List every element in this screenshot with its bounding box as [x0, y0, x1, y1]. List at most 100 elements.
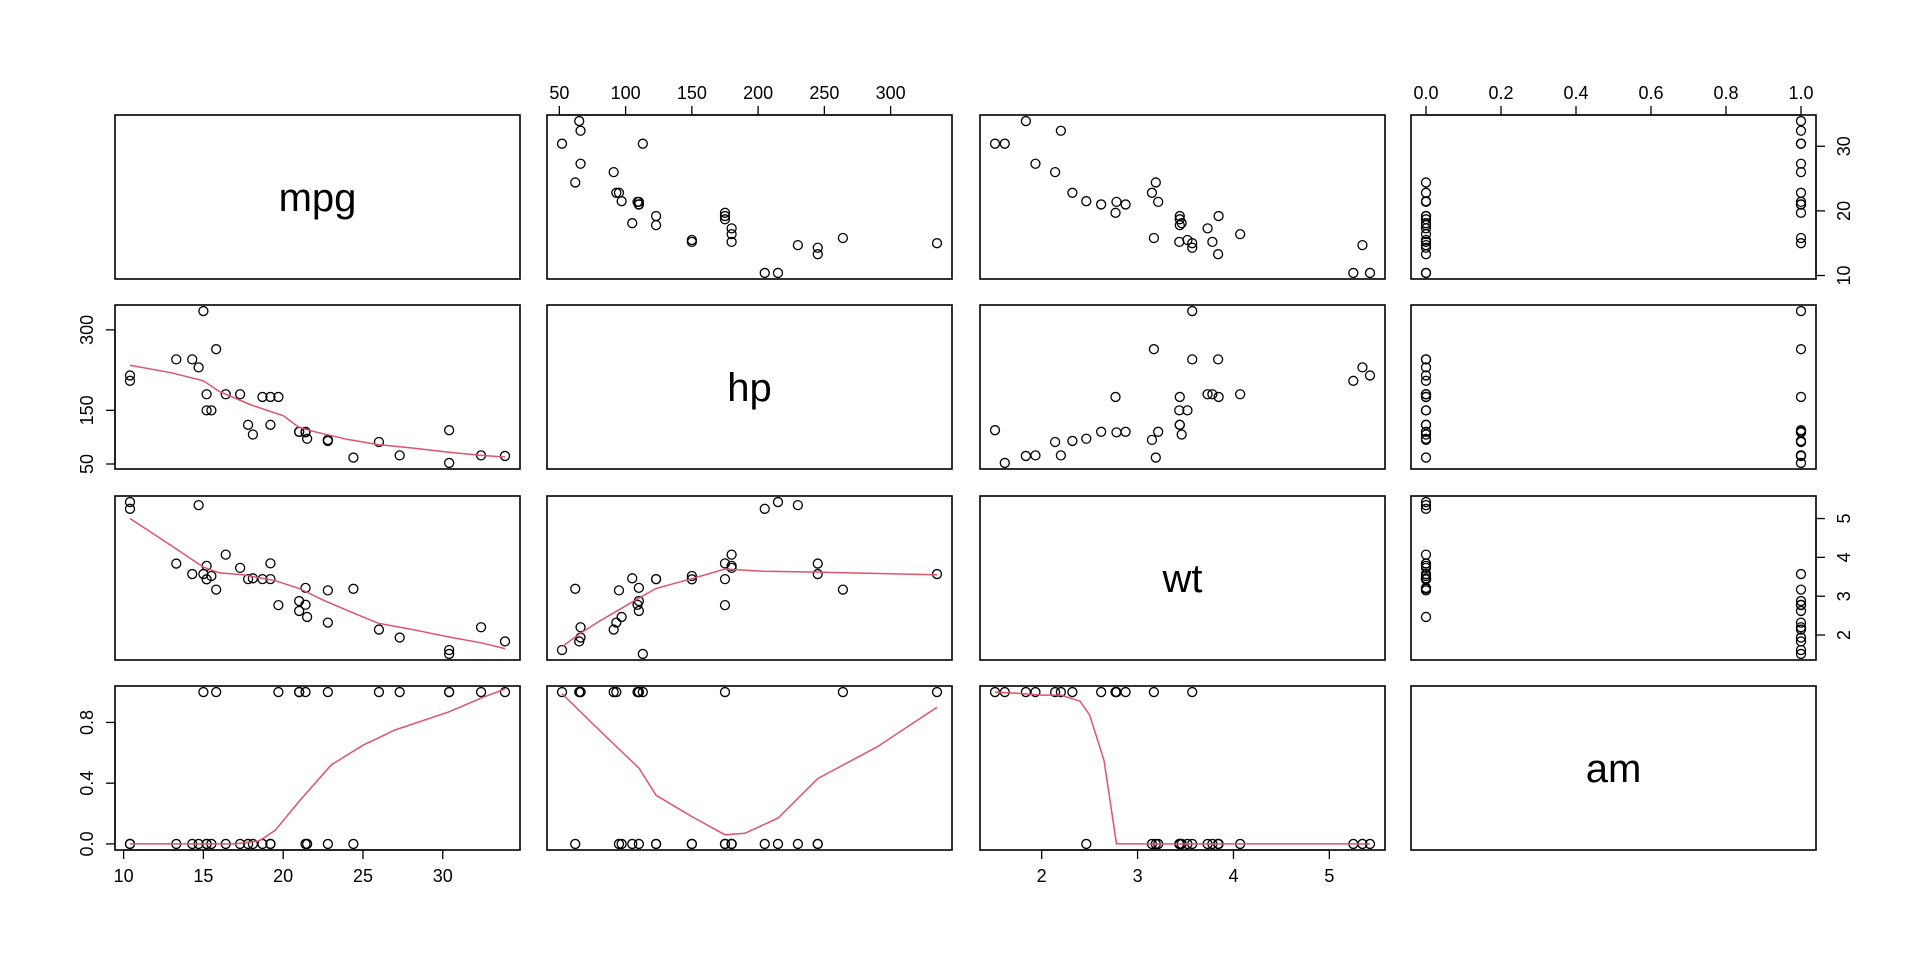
- point-hp-vs-wt: [1081, 433, 1092, 444]
- point-hp-vs-mpg: [234, 389, 246, 400]
- point-mpg-vs-wt: [1187, 242, 1198, 253]
- point-mpg-vs-hp: [726, 229, 737, 240]
- right-axis-wt-tick-label: 4: [1834, 552, 1854, 562]
- point-wt-vs-mpg: [475, 622, 487, 633]
- point-am-vs-mpg: [198, 686, 209, 698]
- point-hp-vs-wt: [1187, 354, 1198, 365]
- point-hp-vs-mpg: [201, 405, 212, 416]
- point-am-vs-hp: [931, 686, 943, 698]
- point-wt-vs-hp: [632, 599, 643, 610]
- point-hp-vs-wt: [1357, 362, 1368, 373]
- point-wt-vs-hp: [608, 624, 619, 635]
- top-axis-am-tick-label: 1.0: [1788, 83, 1813, 103]
- bottom-axis-mpg-tick-label: 25: [353, 866, 373, 886]
- panel-wt-mpg: [114, 495, 521, 661]
- point-mpg-vs-hp: [616, 196, 627, 207]
- smoother-am-vs-mpg: [130, 688, 506, 845]
- panel-wt-am: [1410, 495, 1817, 661]
- point-hp-vs-am: [1420, 419, 1432, 430]
- point-wt-vs-am: [1420, 503, 1432, 514]
- point-hp-vs-mpg: [273, 391, 284, 403]
- diagonal-label-am: am: [1586, 747, 1642, 791]
- point-hp-vs-wt: [1202, 389, 1213, 400]
- point-am-vs-mpg: [247, 838, 259, 850]
- left-axis-hp-tick-label: 150: [77, 395, 97, 425]
- point-am-vs-mpg: [301, 838, 313, 850]
- point-hp-vs-wt: [1174, 405, 1185, 416]
- point-wt-vs-hp: [719, 599, 731, 611]
- point-wt-vs-mpg: [220, 549, 231, 560]
- point-hp-vs-am: [1420, 362, 1432, 373]
- point-wt-vs-am: [1795, 568, 1807, 580]
- point-mpg-vs-am: [1795, 158, 1807, 169]
- panel-mpg-mpg: [114, 114, 521, 280]
- point-hp-vs-am: [1420, 452, 1432, 463]
- point-wt-vs-mpg: [211, 584, 222, 595]
- point-wt-vs-mpg: [198, 568, 209, 580]
- point-mpg-vs-wt: [1146, 187, 1158, 198]
- point-am-vs-hp: [686, 838, 698, 850]
- point-hp-vs-mpg: [193, 362, 204, 373]
- point-mpg-vs-wt: [1348, 267, 1359, 279]
- point-hp-vs-wt: [1111, 427, 1122, 438]
- point-hp-vs-mpg: [201, 389, 212, 400]
- point-am-vs-mpg: [348, 838, 359, 850]
- point-mpg-vs-am: [1420, 187, 1432, 198]
- left-axis-hp-tick-label: 50: [77, 454, 97, 474]
- point-mpg-vs-hp: [792, 239, 804, 251]
- point-am-vs-hp: [726, 838, 737, 850]
- smoother-lines: [129, 364, 1370, 845]
- point-wt-vs-am: [1420, 558, 1432, 569]
- point-hp-vs-mpg: [247, 429, 259, 440]
- point-mpg-vs-hp: [686, 236, 698, 248]
- point-wt-vs-hp: [627, 573, 638, 584]
- point-mpg-vs-am: [1795, 115, 1807, 127]
- point-wt-vs-mpg: [443, 644, 455, 656]
- point-wt-vs-am: [1795, 617, 1807, 628]
- point-am-vs-mpg: [443, 686, 455, 698]
- point-wt-vs-am: [1420, 611, 1432, 623]
- point-mpg-vs-wt: [1148, 232, 1160, 244]
- point-hp-vs-am: [1795, 457, 1807, 469]
- point-mpg-vs-hp: [570, 177, 581, 188]
- point-hp-vs-wt: [1049, 436, 1061, 448]
- point-hp-vs-mpg: [348, 452, 359, 463]
- panel-frames: [114, 114, 1817, 851]
- point-wt-vs-hp: [570, 583, 581, 594]
- point-hp-vs-mpg: [394, 450, 405, 461]
- point-mpg-vs-hp: [611, 187, 622, 198]
- top-axis-am-tick-label: 0.0: [1413, 83, 1438, 103]
- point-wt-vs-am: [1795, 605, 1807, 617]
- panel-hp-wt: [979, 304, 1386, 470]
- point-wt-vs-mpg: [201, 574, 212, 585]
- point-am-vs-mpg: [373, 686, 385, 698]
- point-wt-vs-mpg: [394, 632, 405, 643]
- point-wt-vs-hp: [613, 585, 625, 596]
- point-hp-vs-wt: [1146, 434, 1158, 446]
- panel-wt-wt: [979, 495, 1386, 661]
- point-mpg-vs-hp: [931, 238, 943, 249]
- bottom-axis-wt-tick-label: 4: [1228, 866, 1238, 886]
- point-mpg-vs-hp: [556, 138, 568, 149]
- point-mpg-vs-wt: [1095, 199, 1107, 210]
- point-hp-vs-am: [1420, 370, 1432, 381]
- point-am-vs-hp: [608, 686, 619, 698]
- right-axis-wt-tick-label: 2: [1834, 630, 1854, 640]
- point-hp-vs-mpg: [265, 391, 276, 403]
- panel-am-mpg: [114, 685, 521, 851]
- point-hp-vs-wt: [1055, 450, 1067, 461]
- top-axis-am-tick-label: 0.6: [1638, 83, 1663, 103]
- point-am-vs-wt: [1081, 838, 1092, 850]
- panel-am-hp: [546, 685, 953, 851]
- axes: 50 100 150 200 250 300 0.0 0.2 0.4 0.6 0.8 1.010 15 2…: [77, 83, 1854, 886]
- point-am-vs-wt: [1055, 686, 1067, 698]
- point-hp-vs-am: [1420, 354, 1432, 365]
- point-mpg-vs-hp: [574, 115, 585, 127]
- point-mpg-vs-am: [1420, 229, 1432, 240]
- point-hp-vs-mpg: [301, 433, 313, 444]
- diagonal-labels: mpg hp wt am: [279, 176, 1642, 791]
- point-mpg-vs-hp: [627, 218, 638, 229]
- point-hp-vs-wt: [1174, 391, 1185, 403]
- point-hp-vs-mpg: [443, 457, 455, 469]
